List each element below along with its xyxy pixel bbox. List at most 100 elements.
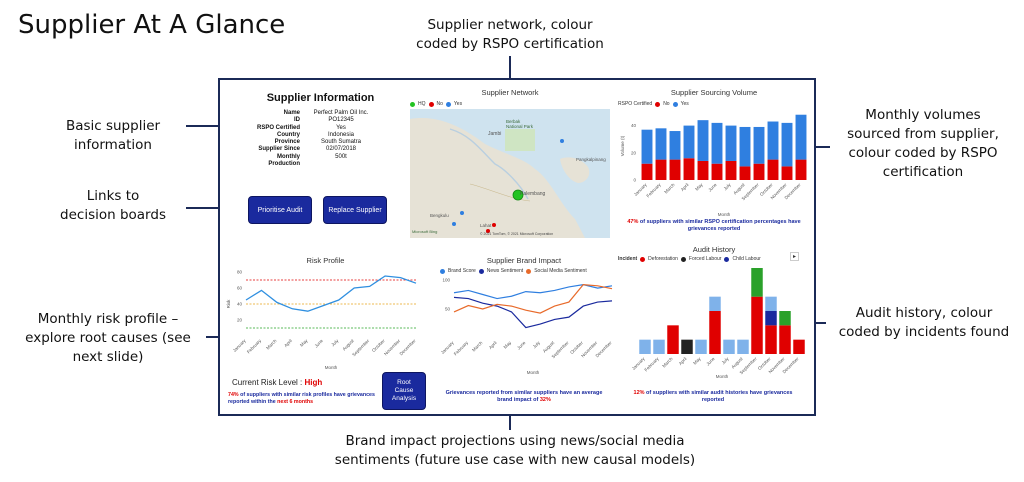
x-tick-label: February (246, 338, 263, 355)
current-risk-label: Current Risk Level : (232, 378, 305, 387)
y-tick-label: 40 (631, 123, 637, 128)
legend-hq-dot (410, 101, 415, 107)
supplier-info-value: PO12345 (328, 117, 354, 124)
supplier-map[interactable]: Jambi Berbak National Park Palembang Pan… (410, 109, 610, 238)
volume-bar-no (683, 158, 695, 180)
legend-label: Brand Score (448, 268, 476, 274)
volume-bar-yes (767, 121, 779, 160)
supplier-marker-yes[interactable] (460, 211, 464, 215)
legend-label: News Sentiment (486, 268, 524, 274)
audit-bar-none (653, 339, 665, 354)
supplier-info-table: Name Perfect Palm Oil Inc. ID PO12345 RSPO C… (246, 110, 413, 168)
supplier-info-row: Name Perfect Palm Oil Inc. (246, 110, 413, 117)
x-tick-label: December (594, 340, 613, 359)
volume-legend-title: RSPO Certified (618, 101, 653, 107)
legend-no-dot (428, 101, 434, 107)
volume-bar-yes (711, 122, 723, 164)
river (449, 128, 529, 200)
callout-network: Supplier network, colour coded by RSPO ce… (416, 17, 604, 52)
x-tick-label: July (721, 356, 731, 366)
y-axis-label: Volume (t) (620, 135, 625, 156)
legend-next-arrow-icon[interactable]: ▸ (790, 252, 799, 261)
volume-bar-no (725, 160, 737, 180)
x-tick-label: March (265, 338, 278, 351)
connector-basic-info (186, 125, 218, 127)
audit-note: 12% of suppliers with similar audit hist… (622, 390, 804, 404)
legend-label: No (436, 101, 443, 107)
legend-social-dot (526, 268, 532, 274)
x-tick-label: June (707, 182, 718, 193)
brand-title: Supplier Brand Impact (486, 256, 562, 265)
supplier-marker-yes[interactable] (560, 139, 564, 143)
prioritise-audit-button[interactable]: Prioritise Audit (248, 196, 312, 224)
audit-bar-deforestation (667, 325, 679, 354)
callout-risk: Monthly risk profile – explore root cause… (25, 311, 191, 365)
volume-bar-no (795, 159, 807, 180)
supplier-marker-no[interactable] (492, 223, 496, 227)
supplier-info-value: Indonesia (327, 131, 355, 138)
volume-bar-yes (697, 120, 709, 161)
audit-bar-deforestation (765, 325, 777, 354)
x-axis-label: Month (325, 365, 338, 370)
risk-note: 74% of suppliers with similar risk profi… (228, 392, 378, 406)
audit-bar-deforestation (779, 325, 791, 354)
legend-no-dot (655, 101, 661, 107)
network-legend: HQ No Yes (410, 101, 462, 107)
volume-bar-no (753, 163, 765, 180)
dashboard: Supplier Information Name Perfect Palm Oi… (218, 78, 816, 416)
x-tick-label: July (723, 182, 733, 192)
y-tick-label: 0 (633, 178, 636, 183)
x-tick-label: August (341, 338, 355, 352)
supplier-info-key: Country (277, 131, 300, 138)
supplier-info-value: South Sumatra (320, 139, 362, 146)
audit-bar-child labour (765, 311, 777, 326)
volume-bar-yes (641, 129, 653, 164)
volume-bar-yes (739, 126, 751, 167)
risk-note-pct: 74% (228, 392, 239, 398)
supplier-info-title: Supplier Information (266, 92, 375, 104)
brand-line-news-sentiment (453, 296, 613, 329)
callout-links: Links to decision boards (60, 188, 166, 223)
audit-bar-other (751, 268, 763, 297)
supplier-info-value: 500t (335, 153, 347, 160)
map-credit: © 2021 TomTom, © 2021 Microsoft Corporat… (480, 232, 554, 236)
x-tick-label: April (678, 356, 688, 366)
x-tick-label: March (471, 340, 484, 353)
y-tick-label: 20 (631, 150, 637, 155)
connector-risk (206, 336, 218, 338)
x-tick-label: July (532, 340, 542, 350)
park-area (505, 129, 535, 151)
volume-bar-no (767, 159, 779, 180)
x-axis-label: Month (716, 374, 729, 379)
map-label-palembang: Palembang (520, 191, 546, 197)
current-risk-value: High (304, 378, 323, 387)
supplier-marker-no[interactable] (486, 229, 490, 233)
supplier-info-value: Yes (336, 124, 346, 131)
audit-bar-deforestation (709, 311, 721, 354)
callout-brand: Brand impact projections using news/soci… (334, 433, 696, 468)
root-cause-analysis-button[interactable]: Root Cause Analysis (382, 372, 426, 410)
legend-label: Yes (680, 101, 689, 107)
legend-yes-dot (445, 101, 451, 107)
volume-bar-no (697, 160, 709, 180)
hq-marker[interactable] (512, 189, 524, 201)
y-tick-label: 80 (237, 270, 243, 275)
network-title: Supplier Network (481, 88, 539, 97)
supplier-info-row: Monthly Production 500t (246, 154, 413, 169)
connector-brand (509, 416, 511, 430)
risk-note-text: of suppliers with similar risk profiles … (228, 392, 375, 405)
x-tick-label: March (661, 356, 674, 369)
audit-bar-none (737, 339, 749, 354)
x-tick-label: February (453, 340, 470, 357)
volume-legend: RSPO Certified No Yes (618, 101, 689, 107)
x-tick-label: May (299, 338, 309, 348)
audit-bar-none (765, 296, 777, 311)
supplier-marker-yes[interactable] (452, 222, 456, 226)
replace-supplier-button[interactable]: Replace Supplier (323, 196, 387, 224)
y-tick-label: 20 (237, 318, 243, 323)
audit-bar-none (723, 339, 735, 354)
legend-child-labour-dot (724, 256, 730, 262)
legend-label: HQ (418, 101, 426, 107)
